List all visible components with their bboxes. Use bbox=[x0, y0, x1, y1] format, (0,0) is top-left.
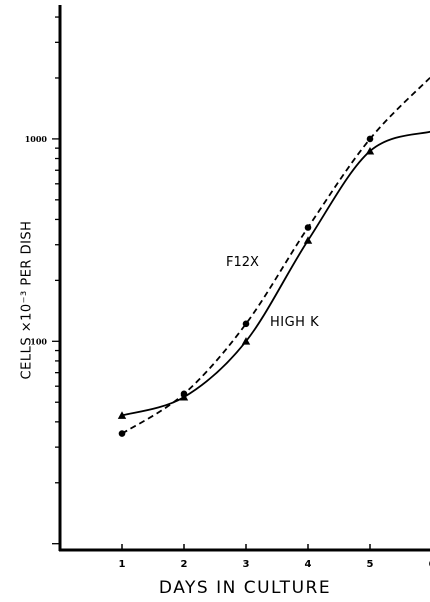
axis-ticks: 1 2 3 4 5 6 100 1000 bbox=[25, 16, 430, 570]
x-tick-label: 2 bbox=[181, 559, 188, 570]
x-tick-label: 5 bbox=[367, 559, 374, 570]
y-axis-title-text: CELLS ×10⁻³ PER DISH bbox=[19, 220, 35, 380]
high-k-data-point bbox=[179, 392, 189, 401]
y-tick-label: 100 bbox=[30, 336, 47, 346]
high-k-curve bbox=[121, 130, 430, 417]
y-tick-label: 1000 bbox=[25, 134, 48, 144]
f12x-curve bbox=[121, 76, 430, 435]
high-k-data-point bbox=[117, 411, 127, 419]
x-axis-title: DAYS IN CULTURE bbox=[158, 578, 332, 598]
series-curves bbox=[121, 76, 430, 435]
y-axis-title: CELLS ×10⁻³ PER DISH bbox=[10, 150, 44, 450]
high-k-data-point bbox=[365, 146, 375, 155]
axes bbox=[58, 5, 430, 552]
f12x-data-point bbox=[118, 430, 126, 437]
x-tick-label: 4 bbox=[305, 559, 312, 570]
series-labels: F12X HIGH K bbox=[226, 255, 319, 330]
f12x-data-point bbox=[366, 135, 374, 143]
high-k-data-point bbox=[303, 236, 313, 244]
f12x-data-point bbox=[242, 320, 250, 328]
x-tick-label: 6 bbox=[429, 559, 430, 570]
f12x-series-label: F12X bbox=[226, 255, 259, 270]
x-tick-label: 1 bbox=[119, 559, 126, 570]
f12x-data-point bbox=[304, 224, 312, 231]
high-k-series-label: HIGH K bbox=[270, 315, 319, 330]
x-tick-label: 3 bbox=[243, 559, 250, 570]
high-k-data-point bbox=[241, 337, 251, 345]
series-markers bbox=[117, 135, 375, 437]
